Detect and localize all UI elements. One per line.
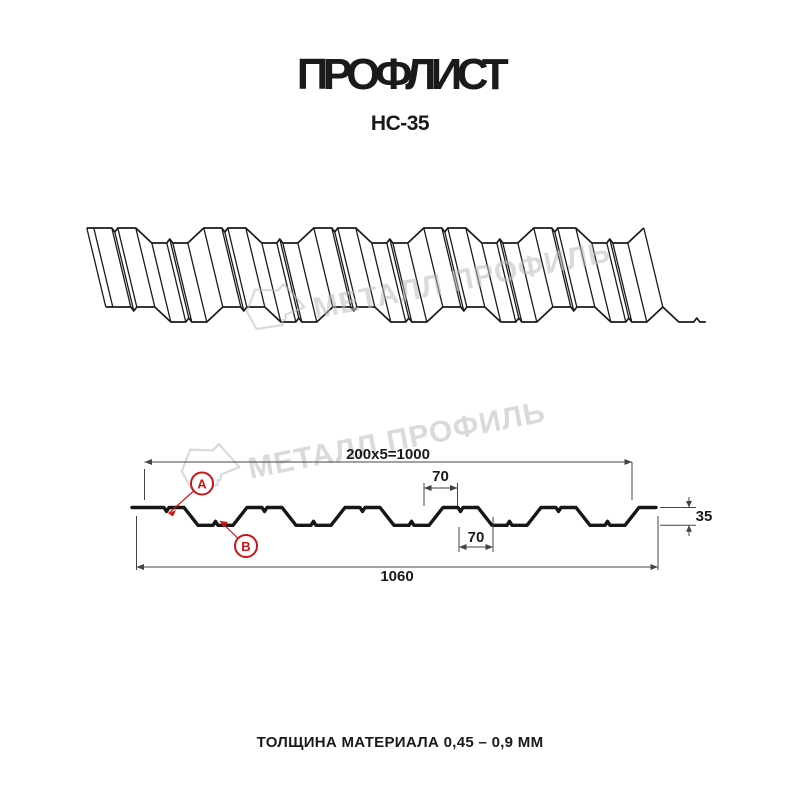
svg-text:200x5=1000: 200x5=1000 [346,446,430,463]
svg-text:МЕТАЛЛ ПРОФИЛЬ: МЕТАЛЛ ПРОФИЛЬ [310,235,613,325]
svg-text:A: A [197,477,207,492]
svg-text:МЕТАЛЛ ПРОФИЛЬ: МЕТАЛЛ ПРОФИЛЬ [245,395,548,485]
svg-text:B: B [241,539,250,554]
svg-text:35: 35 [696,508,713,525]
svg-text:70: 70 [468,529,485,546]
svg-text:70: 70 [432,468,449,485]
svg-text:1060: 1060 [380,568,413,585]
